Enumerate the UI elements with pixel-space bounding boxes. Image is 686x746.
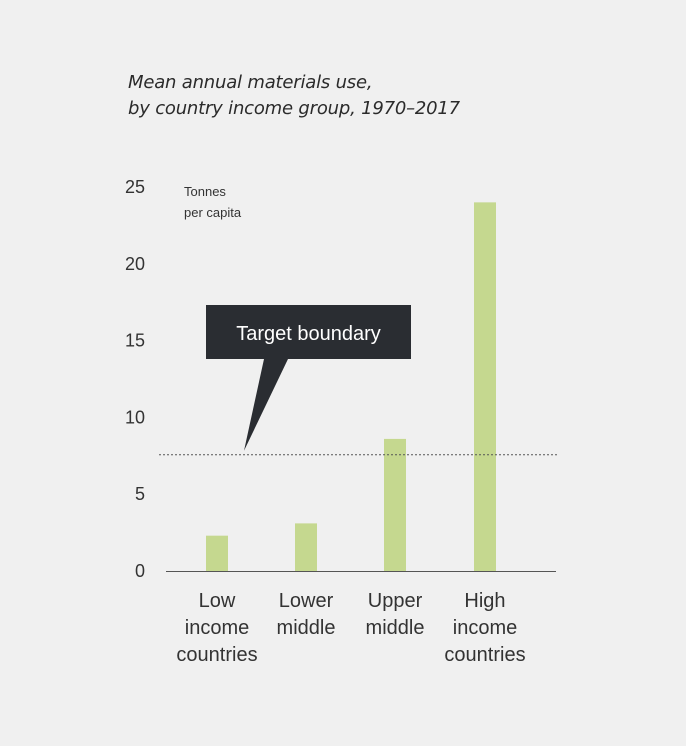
chart-title-line-2: by country income group, 1970–2017 <box>128 98 460 119</box>
y-axis-unit-label: Tonnes <box>184 184 226 199</box>
bar <box>384 438 406 571</box>
y-tick-label: 5 <box>135 484 145 504</box>
bar <box>206 535 228 571</box>
x-tick-label: countries <box>176 644 257 666</box>
x-tick-label: income <box>185 617 249 639</box>
x-tick-label: Lower <box>279 590 334 612</box>
y-tick-label: 25 <box>125 177 145 197</box>
x-tick-label: middle <box>366 617 425 639</box>
x-tick-label: countries <box>444 644 525 666</box>
bar <box>474 202 496 572</box>
callout-box <box>206 305 411 359</box>
y-tick-label: 0 <box>135 561 145 581</box>
y-axis-unit-label: per capita <box>184 205 242 220</box>
x-tick-label: middle <box>277 617 336 639</box>
callout-label: Target boundary <box>236 323 381 345</box>
x-tick-label: Upper <box>368 590 423 612</box>
y-tick-label: 15 <box>125 331 145 351</box>
chart-title-line-1: Mean annual materials use, <box>128 72 373 93</box>
bar <box>295 523 317 571</box>
y-tick-label: 20 <box>125 254 145 274</box>
y-tick-label: 10 <box>125 407 145 427</box>
callout-pointer <box>244 359 288 451</box>
x-tick-label: High <box>464 590 505 612</box>
x-tick-label: Low <box>199 590 236 612</box>
x-tick-label: income <box>453 617 517 639</box>
chart-title: Mean annual materials use, by country in… <box>128 70 460 122</box>
